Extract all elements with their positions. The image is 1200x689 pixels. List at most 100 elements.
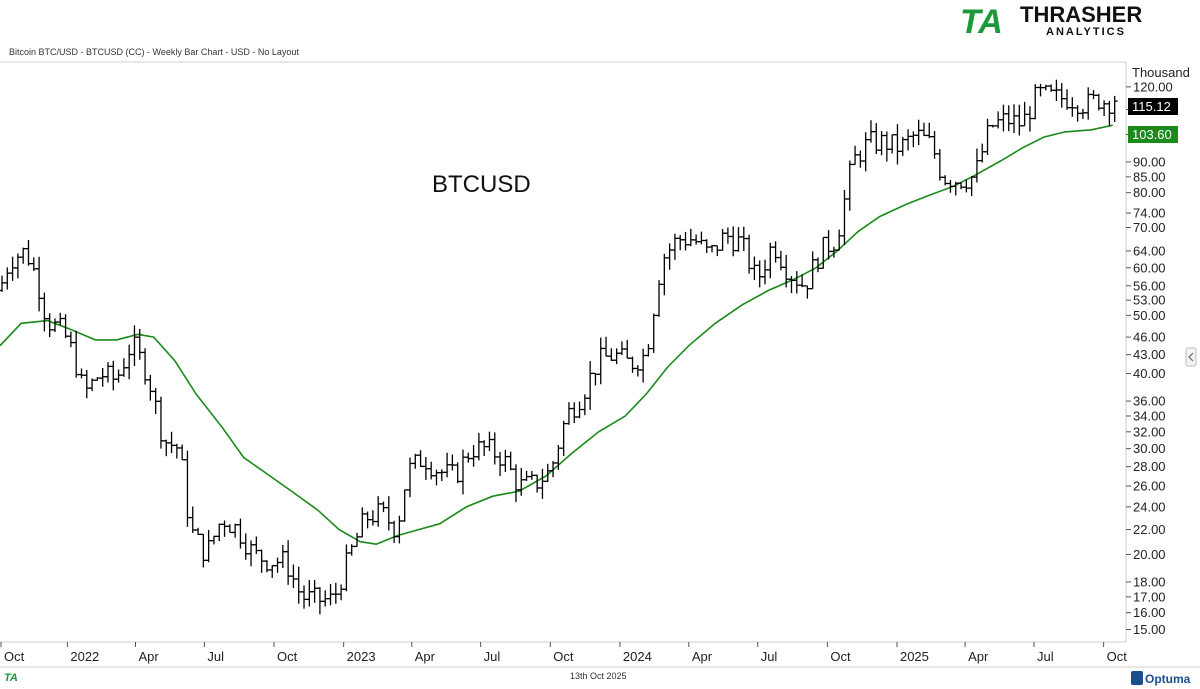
- ohlc-bar: [497, 451, 504, 477]
- x-tick-label: Apr: [968, 649, 989, 664]
- ohlc-bar: [216, 523, 223, 542]
- ohlc-bar: [1048, 84, 1055, 92]
- ohlc-bar: [751, 256, 758, 281]
- ohlc-bar: [157, 396, 164, 449]
- y-tick-label: 64.00: [1133, 243, 1166, 258]
- ohlc-bar: [449, 454, 456, 471]
- y-tick-label: 74.00: [1133, 206, 1166, 221]
- ohlc-bar: [470, 445, 477, 467]
- x-tick-label: Oct: [553, 649, 574, 664]
- ohlc-bar: [253, 536, 260, 555]
- ohlc-bar: [369, 510, 376, 526]
- ohlc-bar: [804, 285, 811, 299]
- ohlc-bar: [412, 453, 419, 469]
- ohlc-bar: [857, 150, 864, 168]
- ohlc-bar: [1032, 84, 1039, 120]
- ohlc-bar: [873, 122, 880, 155]
- chart-info-caption: Bitcoin BTC/USD - BTCUSD (CC) - Weekly B…: [9, 47, 299, 57]
- ohlc-bar: [9, 256, 16, 281]
- brand-logo: TA THRASHER ANALYTICS: [960, 2, 1142, 41]
- ohlc-bar: [740, 226, 747, 251]
- ohlc-bar: [279, 544, 286, 569]
- last-price-label: 115.12: [1132, 99, 1171, 114]
- ohlc-bar: [640, 348, 647, 383]
- ohlc-bar: [756, 260, 763, 288]
- ohlc-bar: [645, 344, 652, 357]
- ohlc-bar: [475, 432, 482, 461]
- footer-date: 13th Oct 2025: [570, 671, 627, 681]
- ohlc-bar: [78, 368, 85, 379]
- x-tick-label: Oct: [4, 649, 25, 664]
- ohlc-bar: [767, 242, 774, 279]
- ohlc-bar: [338, 584, 345, 601]
- ohlc-bar: [571, 402, 578, 424]
- ohlc-bars: [0, 79, 1118, 615]
- ohlc-bar: [618, 341, 625, 356]
- x-tick-label: Oct: [830, 649, 851, 664]
- ohlc-bar: [846, 160, 853, 211]
- ohlc-bar: [422, 457, 429, 481]
- ohlc-bar: [682, 231, 689, 251]
- ohlc-bar: [719, 229, 726, 251]
- ohlc-bar: [322, 590, 329, 607]
- y-tick-label: 30.00: [1133, 441, 1166, 456]
- ohlc-bar: [894, 124, 901, 165]
- ohlc-bar: [30, 257, 37, 272]
- ohlc-bar: [608, 348, 615, 362]
- ohlc-bar: [147, 374, 154, 401]
- ohlc-bar: [565, 402, 572, 425]
- collapse-handle-bg[interactable]: [1185, 347, 1197, 367]
- ohlc-bar: [878, 131, 885, 156]
- ohlc-bar: [438, 469, 445, 482]
- x-tick-label: 2022: [70, 649, 99, 664]
- ohlc-bar: [666, 243, 673, 270]
- ohlc-bar: [942, 175, 949, 186]
- ohlc-bar: [195, 527, 202, 536]
- ohlc-bar: [168, 431, 175, 454]
- ohlc-bar: [375, 496, 382, 527]
- ohlc-bar: [502, 449, 509, 472]
- x-axis-ticks: Oct 2022 Apr Jul Oct 2023 Apr Jul Oct 2024 Apr Jul O…: [0, 642, 1127, 664]
- y-tick-label: 34.00: [1133, 408, 1166, 423]
- ohlc-bar: [772, 241, 779, 263]
- x-tick-label: Oct: [277, 649, 298, 664]
- ohlc-bar: [576, 401, 583, 419]
- y-tick-label: 26.00: [1133, 478, 1166, 493]
- ohlc-bar: [0, 275, 5, 292]
- vendor-icon: [1131, 671, 1143, 685]
- vendor-logo: Optuma: [1131, 671, 1191, 686]
- ohlc-bar: [189, 506, 196, 534]
- collapse-handle[interactable]: [1185, 347, 1197, 367]
- ohlc-bar: [905, 129, 912, 151]
- vendor-name: Optuma: [1145, 672, 1191, 686]
- moving-average-tag: 103.60: [1128, 126, 1178, 143]
- ohlc-bar: [417, 450, 424, 468]
- ohlc-bar: [698, 231, 705, 245]
- ohlc-bar: [550, 460, 557, 478]
- ohlc-bar: [1058, 83, 1065, 108]
- ohlc-bar: [263, 560, 270, 573]
- ohlc-bar: [226, 524, 233, 534]
- ohlc-bar: [364, 511, 371, 529]
- ohlc-bar: [1005, 105, 1012, 132]
- ohlc-bar: [883, 131, 890, 162]
- y-tick-label: 60.00: [1133, 260, 1166, 275]
- ohlc-bar: [269, 565, 276, 578]
- ohlc-bar: [507, 451, 514, 471]
- y-tick-label: 56.00: [1133, 278, 1166, 293]
- ohlc-bar: [1069, 97, 1076, 117]
- ohlc-bar: [126, 344, 133, 380]
- ohlc-bar: [587, 361, 594, 410]
- ohlc-bar: [677, 235, 684, 251]
- ohlc-bar: [401, 489, 408, 522]
- y-tick-label: 16.00: [1133, 605, 1166, 620]
- ohlc-bar: [936, 149, 943, 181]
- x-tick-label: Apr: [138, 649, 159, 664]
- ohlc-bar: [730, 226, 737, 257]
- ohlc-bar: [406, 457, 413, 498]
- y-tick-label: 17.00: [1133, 589, 1166, 604]
- chevron-left-icon[interactable]: [1188, 352, 1194, 362]
- ohlc-bar: [152, 387, 159, 415]
- ohlc-bar: [481, 440, 488, 457]
- brand-name: THRASHER: [1020, 2, 1142, 27]
